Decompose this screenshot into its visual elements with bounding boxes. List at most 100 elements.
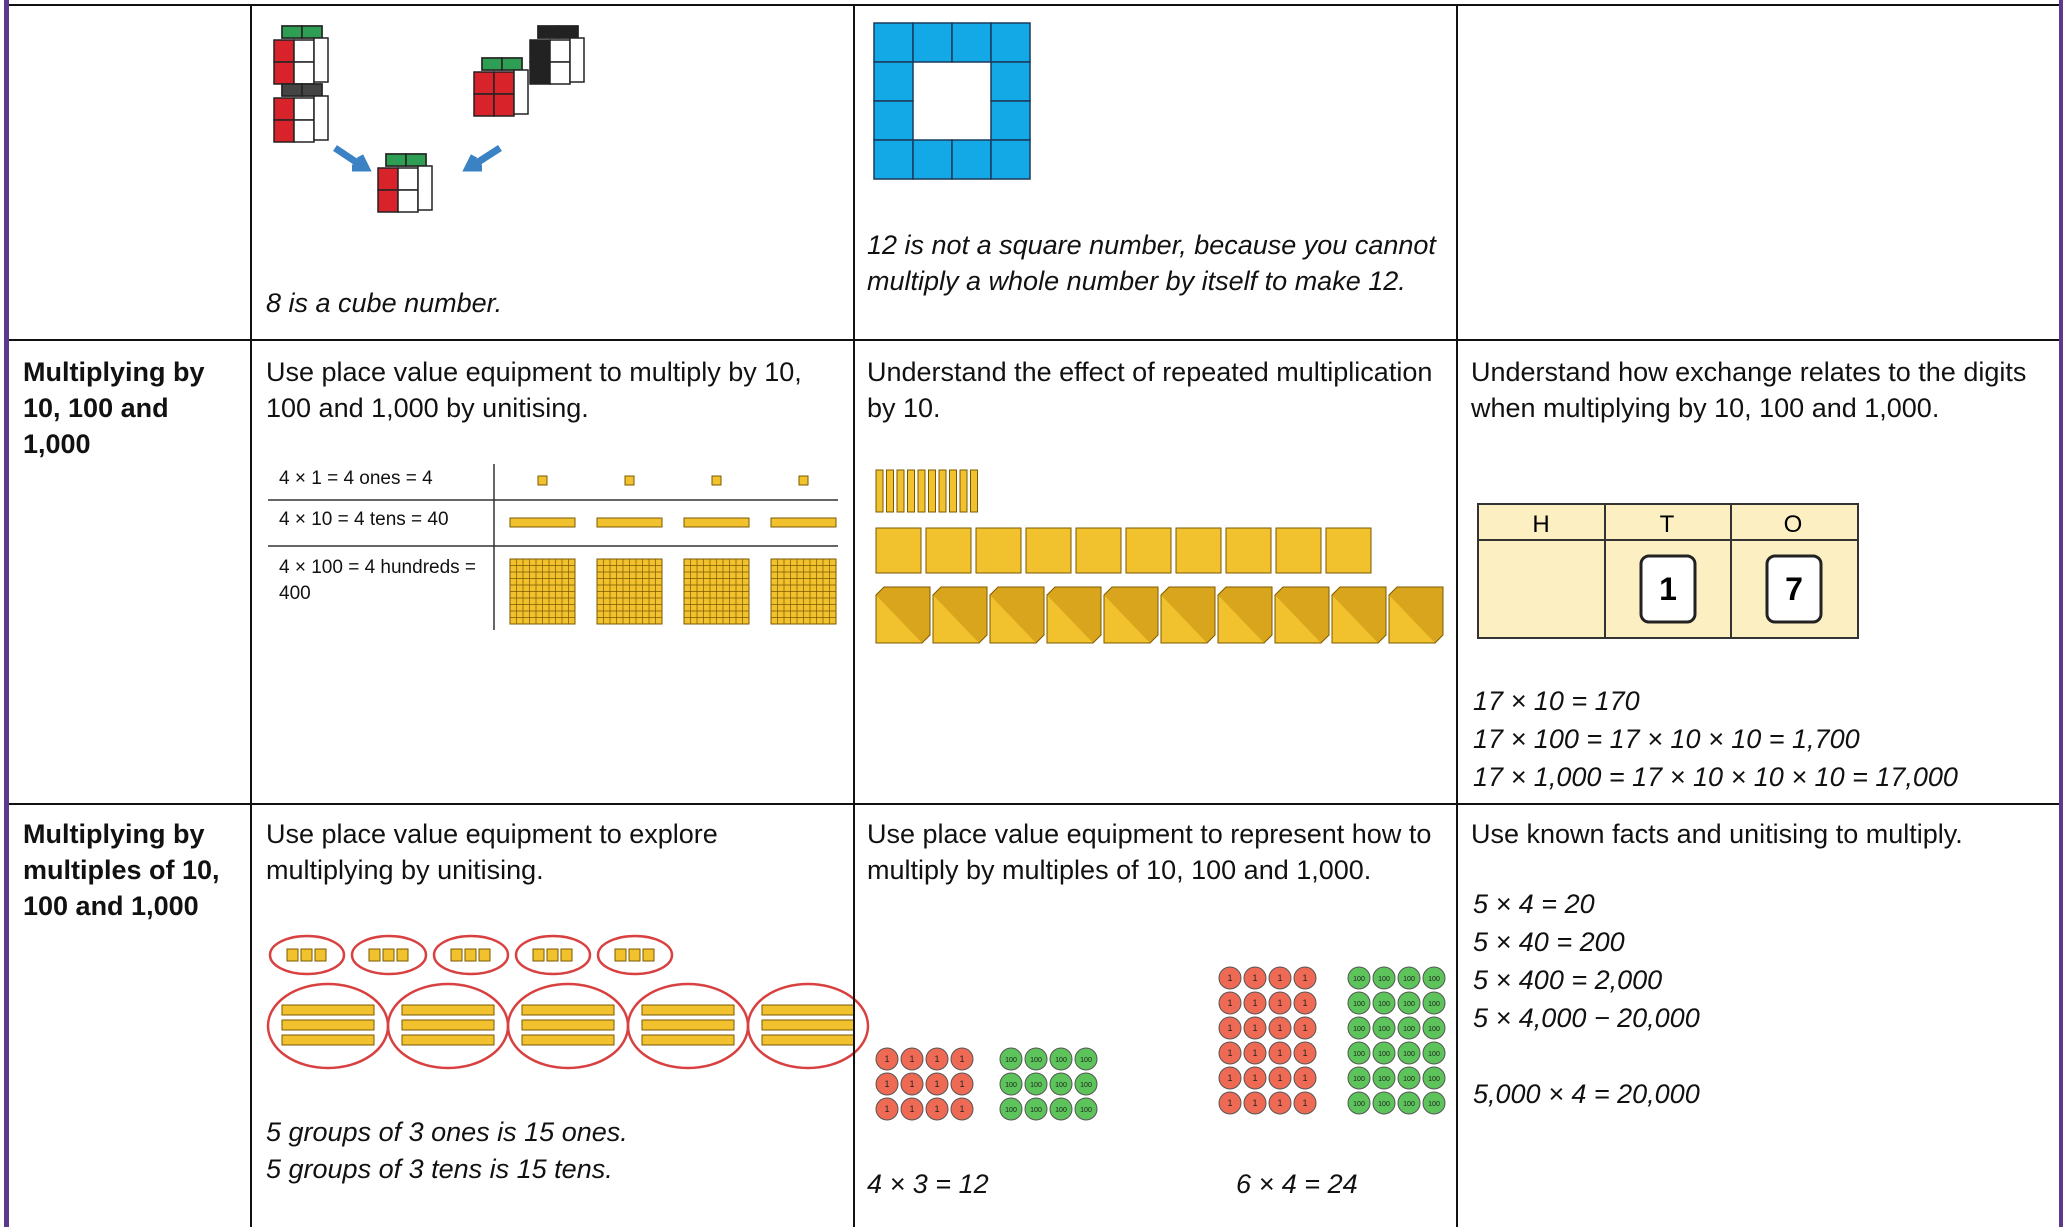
counter-label: 100 <box>1378 1101 1390 1108</box>
counter <box>1074 1072 1098 1096</box>
counter-label: 100 <box>1428 976 1440 983</box>
thousand-cube-top <box>1103 586 1159 644</box>
counter <box>1074 1047 1098 1071</box>
pv-header: O <box>1784 511 1803 538</box>
counter <box>1024 1047 1048 1071</box>
counter-label: 1 <box>1227 973 1232 983</box>
counter-label: 1 <box>1302 1023 1307 1033</box>
equation: 5 × 40 = 200 <box>1473 927 1625 957</box>
square-tile <box>951 22 992 63</box>
ten-rod <box>938 469 947 513</box>
counter <box>900 1047 924 1071</box>
counter <box>1049 1047 1073 1071</box>
cell-text: Use place value equipment to represent h… <box>867 819 1432 885</box>
one-cube <box>642 948 655 962</box>
cell-text: Understand the effect of repeated multip… <box>867 357 1433 423</box>
arrow <box>462 145 502 172</box>
counter-label: 100 <box>1403 1101 1415 1108</box>
counter <box>1397 966 1421 990</box>
group-ring <box>514 934 592 976</box>
ten-rod <box>521 1019 615 1031</box>
counter-label: 100 <box>1378 1026 1390 1033</box>
counter-label: 1 <box>959 1079 964 1089</box>
counter-label: 100 <box>1005 1057 1017 1064</box>
counter <box>1397 1066 1421 1090</box>
counter <box>1293 1091 1317 1115</box>
cube-face <box>377 189 399 213</box>
counter-label: 100 <box>1055 1082 1067 1089</box>
cube-side <box>513 69 529 115</box>
ten-rod <box>641 1019 735 1031</box>
cube-face <box>529 39 551 63</box>
equation: 6 × 4 = 24 <box>1236 1169 1358 1199</box>
hundred-flat <box>925 527 972 574</box>
counter-label: 100 <box>1080 1082 1092 1089</box>
counter-label: 100 <box>1030 1057 1042 1064</box>
ten-rod <box>928 469 936 513</box>
counter <box>1293 966 1317 990</box>
caption: 12 is not a square number, because you c… <box>867 230 1436 296</box>
thousand-cube-top <box>1160 586 1216 644</box>
group-ring <box>432 934 510 976</box>
pv-header: T <box>1660 511 1675 538</box>
one-cube <box>798 475 809 486</box>
counter <box>1268 1041 1292 1065</box>
group-ring <box>350 934 428 976</box>
counter-label: 1 <box>1277 998 1282 1008</box>
counter-label: 1 <box>1277 1098 1282 1108</box>
ten-rod <box>875 469 884 513</box>
equation: 5 × 4,000 − 20,000 <box>1473 1003 1700 1033</box>
counter-label: 1 <box>1227 1098 1232 1108</box>
ten-rod <box>949 469 957 513</box>
counter-label: 1 <box>1252 1073 1257 1083</box>
digit: 1 <box>1659 571 1677 607</box>
thousand-cube-top <box>1388 586 1444 644</box>
table-text: 4 × 100 = 4 hundreds = 400 <box>279 557 477 604</box>
cube-top <box>281 83 303 97</box>
hundred-flat <box>1025 527 1072 574</box>
counter <box>1243 1091 1267 1115</box>
ten-rod <box>886 469 894 513</box>
hundred-flat <box>1075 527 1122 574</box>
cell-text: Use place value equipment to multiply by… <box>266 357 802 423</box>
one-cube <box>286 948 299 962</box>
counter-label: 1 <box>1302 973 1307 983</box>
counter-label: 100 <box>1030 1107 1042 1114</box>
counter-label: 1 <box>884 1079 889 1089</box>
thousand-cube-top <box>989 586 1045 644</box>
counter <box>1293 1066 1317 1090</box>
counter-label: 100 <box>1055 1107 1067 1114</box>
counter-label: 1 <box>1227 1048 1232 1058</box>
digit-card <box>1639 554 1697 624</box>
counter-label: 1 <box>1277 973 1282 983</box>
one-cube <box>478 948 491 962</box>
counter-label: 1 <box>1277 1023 1282 1033</box>
counter <box>1422 991 1446 1015</box>
counter-label: 100 <box>1055 1057 1067 1064</box>
equation: 5 × 4 = 20 <box>1473 889 1595 919</box>
one-cube <box>537 475 548 486</box>
counter-label: 1 <box>959 1104 964 1114</box>
counter-label: 100 <box>1005 1107 1017 1114</box>
one-cube <box>546 948 559 962</box>
ten-rod <box>683 517 750 528</box>
cube-top <box>501 57 523 71</box>
counter-label: 100 <box>1080 1057 1092 1064</box>
square-tile <box>912 139 953 180</box>
counter-label: 1 <box>1302 1098 1307 1108</box>
ten-rod <box>521 1004 615 1016</box>
cube-face <box>473 71 495 95</box>
border-left <box>4 0 9 1227</box>
one-cube <box>711 475 722 486</box>
counter <box>1024 1097 1048 1121</box>
counter-label: 1 <box>1227 1073 1232 1083</box>
counter <box>1268 1066 1292 1090</box>
one-cube <box>464 948 477 962</box>
counter-label: 100 <box>1403 1001 1415 1008</box>
counter-label: 1 <box>1227 1023 1232 1033</box>
counter <box>1218 1041 1242 1065</box>
counter <box>999 1047 1023 1071</box>
counter <box>1347 1041 1371 1065</box>
hundred-flat <box>875 527 922 574</box>
